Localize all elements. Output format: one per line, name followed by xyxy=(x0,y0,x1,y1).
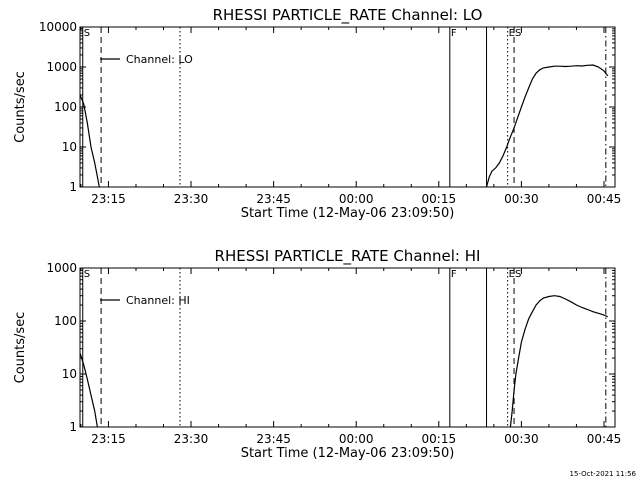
x-tick-label: 00:15 xyxy=(422,432,457,446)
y-tick-label: 1 xyxy=(69,420,77,434)
x-tick-label: 00:00 xyxy=(339,432,374,446)
event-marker-label: F xyxy=(451,28,457,39)
x-tick-label: 23:30 xyxy=(174,192,209,206)
series-line xyxy=(509,295,608,428)
y-tick-label: 10 xyxy=(62,140,77,154)
plot-frame xyxy=(79,26,616,188)
event-marker-label: S xyxy=(84,269,90,280)
plot-frame xyxy=(79,267,616,428)
x-tick-label: 23:45 xyxy=(256,432,291,446)
y-tick-label: 1000 xyxy=(46,261,77,275)
x-axis-label: Start Time (12-May-06 23:09:50) xyxy=(241,206,455,221)
x-tick-label: 23:15 xyxy=(91,432,126,446)
x-tick-label: 23:30 xyxy=(174,432,209,446)
y-tick-label: 100 xyxy=(54,314,77,328)
x-tick-label: 00:30 xyxy=(504,432,539,446)
chart-title: RHESSI PARTICLE_RATE Channel: HI xyxy=(215,247,481,266)
series-line xyxy=(485,64,609,188)
event-marker-label: E xyxy=(509,28,515,39)
event-marker-label: E xyxy=(509,269,515,280)
x-tick-label: 00:15 xyxy=(422,192,457,206)
x-tick-label: 00:45 xyxy=(587,432,622,446)
series-line xyxy=(79,94,100,188)
legend-label: Channel: HI xyxy=(126,294,190,307)
y-axis-label: Counts/sec xyxy=(13,71,28,143)
y-axis-label: Counts/sec xyxy=(13,312,28,384)
event-marker-label: S xyxy=(515,28,521,39)
event-marker-label: F xyxy=(451,269,457,280)
x-tick-label: 23:45 xyxy=(256,192,291,206)
x-axis-label: Start Time (12-May-06 23:09:50) xyxy=(241,446,455,461)
x-tick-label: 00:00 xyxy=(339,192,374,206)
x-tick-label: 23:15 xyxy=(91,192,126,206)
chart-title: RHESSI PARTICLE_RATE Channel: LO xyxy=(213,6,483,25)
legend-label: Channel: LO xyxy=(126,53,193,66)
y-tick-label: 1 xyxy=(69,180,77,194)
event-marker-label: S xyxy=(515,269,521,280)
x-tick-label: 00:30 xyxy=(504,192,539,206)
series-line xyxy=(79,352,98,428)
y-tick-label: 100 xyxy=(54,100,77,114)
event-marker-label: S xyxy=(84,28,90,39)
x-tick-label: 00:45 xyxy=(587,192,622,206)
footer-timestamp: 15-Oct-2021 11:56 xyxy=(570,470,637,478)
y-tick-label: 10 xyxy=(62,367,77,381)
y-tick-label: 10000 xyxy=(39,20,77,34)
y-tick-label: 1000 xyxy=(46,60,77,74)
